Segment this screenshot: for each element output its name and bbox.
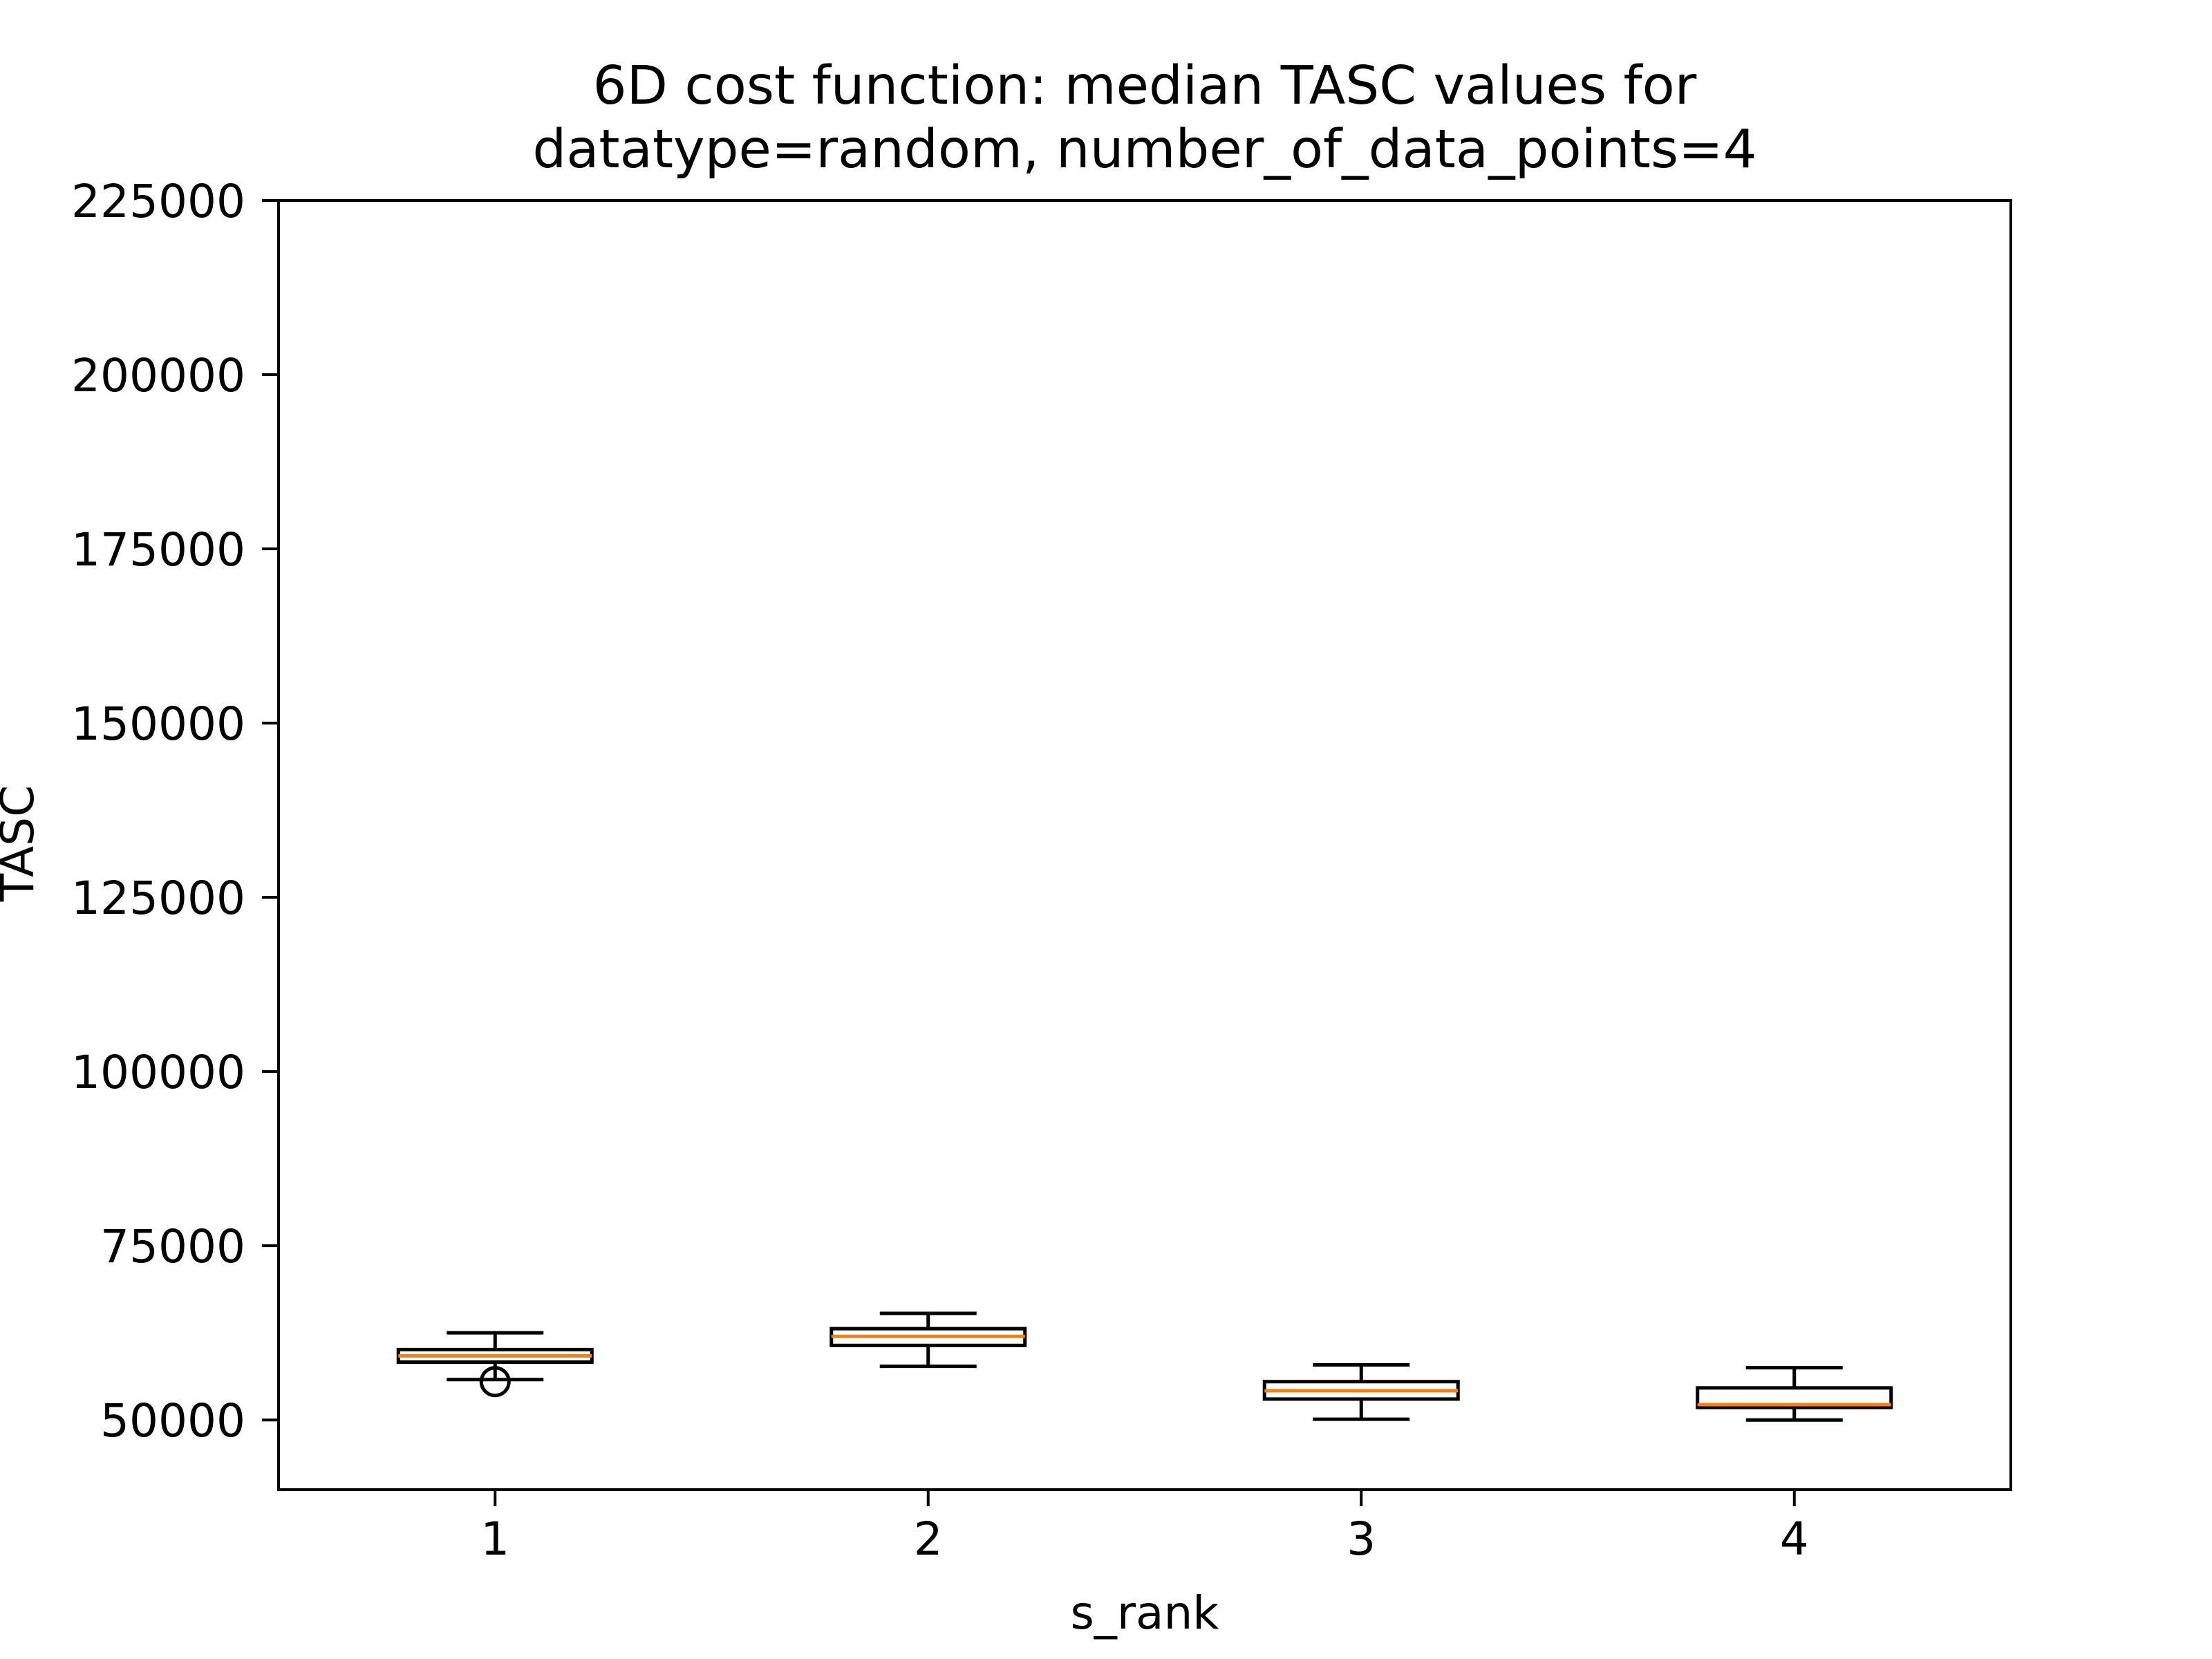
chart-title-line-1: 6D cost function: median TASC values for: [593, 55, 1697, 117]
y-tick-label-100000: 100000: [71, 1046, 245, 1099]
box-4: [1696, 1386, 1893, 1409]
y-tick-label-75000: 75000: [100, 1220, 245, 1273]
y-tick-label-150000: 150000: [71, 697, 245, 751]
flier-1-1: [479, 1366, 511, 1398]
y-tick-label-50000: 50000: [100, 1394, 245, 1447]
plot-area: 50000 75000 100000 125000 150000 175000 200000…: [71, 175, 2012, 1566]
y-axis-label: TASC: [0, 785, 44, 902]
x-tick-label-3: 3: [1347, 1512, 1376, 1566]
y-tick-label-125000: 125000: [71, 872, 245, 925]
y-tick-label-175000: 175000: [71, 523, 245, 577]
chart-title-line-2: datatype=random, number_of_data_points=4: [532, 119, 1756, 180]
x-axis-label: s_rank: [1070, 1586, 1219, 1640]
x-tick-label-1: 1: [480, 1512, 509, 1566]
y-tick-label-200000: 200000: [71, 349, 245, 402]
x-tick-label-4: 4: [1780, 1512, 1809, 1566]
axes-frame: [277, 199, 2012, 1491]
y-tick-label-225000: 225000: [71, 175, 245, 228]
x-tick-label-2: 2: [914, 1512, 943, 1566]
